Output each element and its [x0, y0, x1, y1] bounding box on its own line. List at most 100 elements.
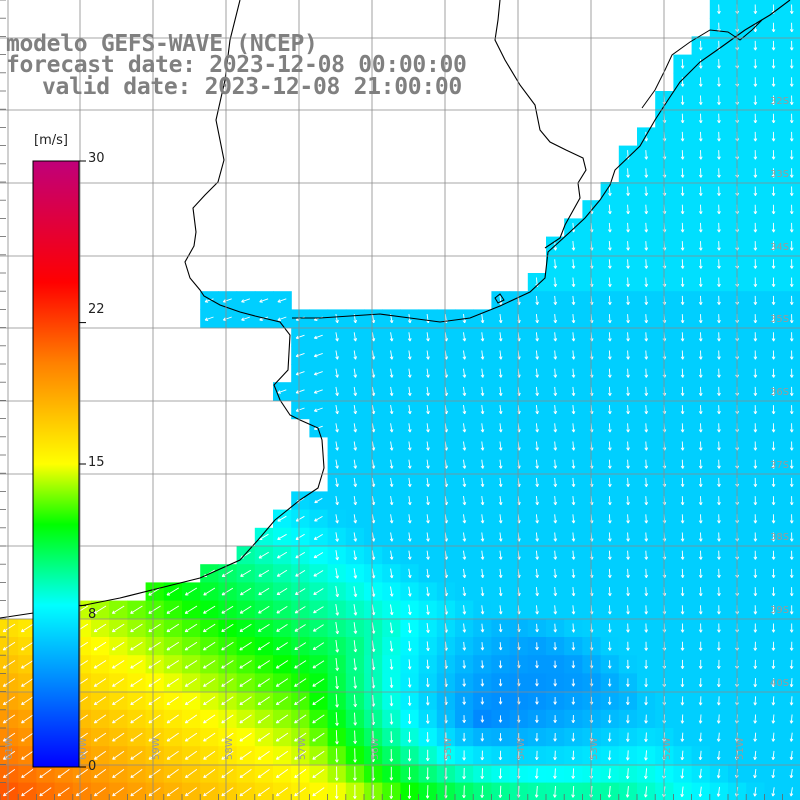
wind-arrow — [408, 622, 412, 634]
wind-arrow — [462, 368, 467, 378]
wind-arrow — [480, 660, 485, 669]
wind-arrow — [498, 496, 503, 506]
wind-arrow — [21, 696, 34, 706]
wind-arrow — [607, 750, 612, 761]
wind-arrow — [425, 714, 430, 724]
wind-arrow — [2, 787, 16, 797]
wind-arrow — [257, 714, 270, 724]
lon-label: 53W — [589, 737, 600, 760]
wind-arrow — [312, 660, 325, 669]
wind-arrow — [166, 750, 179, 760]
wind-arrow — [93, 660, 107, 669]
wind-arrow — [608, 623, 612, 633]
wind-arrow — [221, 750, 234, 760]
wind-arrow — [407, 405, 412, 415]
wind-arrow — [680, 59, 685, 69]
wind-arrow — [335, 441, 339, 451]
wind-arrow — [789, 77, 794, 87]
wind-arrow — [426, 696, 430, 706]
wind-arrow — [699, 186, 703, 196]
wind-arrow — [789, 496, 794, 506]
wind-arrow — [335, 621, 340, 635]
wind-arrow — [553, 532, 558, 542]
wind-arrow — [571, 660, 576, 669]
wind-arrow — [426, 496, 430, 506]
wind-arrow — [753, 605, 758, 615]
wind-arrow — [789, 241, 794, 251]
wind-arrow — [462, 696, 467, 705]
wind-arrow — [553, 568, 558, 578]
wind-arrow — [608, 405, 612, 415]
wind-arrow — [789, 659, 794, 669]
wind-arrow — [353, 604, 358, 616]
wind-arrow — [644, 532, 649, 542]
wind-arrow — [21, 787, 34, 797]
wind-arrow — [408, 604, 412, 615]
wind-arrow — [294, 787, 307, 797]
wind-arrow — [626, 368, 630, 378]
wind-arrow — [608, 332, 612, 342]
wind-arrow — [112, 750, 125, 760]
wind-arrow — [698, 386, 703, 396]
wind-arrow — [789, 168, 794, 178]
wind-arrow — [239, 605, 252, 614]
wind-arrow — [498, 568, 503, 578]
wind-arrow — [644, 659, 648, 669]
wind-arrow — [680, 405, 685, 415]
wind-arrow — [462, 678, 467, 687]
wind-arrow — [335, 676, 339, 690]
wind-arrow — [753, 696, 757, 706]
wind-arrow — [166, 587, 180, 596]
wind-arrow — [221, 569, 234, 577]
wind-arrow — [184, 787, 198, 797]
wind-arrow — [553, 496, 558, 506]
wind-arrow — [276, 642, 288, 651]
wind-arrow — [498, 532, 503, 542]
wind-arrow — [203, 678, 216, 687]
lat-label: 38S — [770, 532, 789, 543]
wind-arrow — [753, 550, 758, 560]
wind-arrow — [426, 641, 430, 652]
wind-arrow — [480, 623, 485, 633]
wind-arrow — [626, 386, 630, 396]
wind-arrow — [313, 552, 324, 559]
wind-arrow — [221, 714, 234, 724]
wind-arrow — [275, 678, 289, 687]
wind-arrow — [389, 514, 394, 524]
wind-arrow — [717, 368, 721, 378]
wind-arrow — [257, 660, 271, 669]
wind-arrow — [480, 423, 485, 433]
wind-arrow — [335, 496, 339, 506]
wind-arrow — [553, 477, 558, 487]
wind-arrow — [626, 423, 630, 433]
wind-arrow — [789, 386, 794, 396]
wind-arrow — [353, 459, 358, 469]
wind-arrow — [239, 732, 252, 742]
wind-arrow — [717, 295, 721, 305]
wind-arrow — [294, 624, 306, 632]
lon-label: 51W — [735, 737, 746, 760]
wind-arrow — [240, 587, 252, 596]
wind-arrow — [771, 605, 776, 615]
wind-arrow — [335, 332, 339, 342]
wind-arrow — [184, 678, 198, 687]
wind-arrow — [480, 496, 485, 506]
wind-arrow — [335, 386, 339, 396]
wind-arrow — [295, 552, 306, 559]
wind-arrow — [498, 678, 503, 687]
wind-arrow — [389, 568, 394, 579]
wind-arrow — [680, 314, 685, 324]
wind-arrow — [535, 350, 539, 360]
title-model: modelo GEFS-WAVE (NCEP) — [6, 31, 318, 57]
coastline — [0, 0, 791, 619]
wind-arrow — [353, 568, 358, 579]
wind-arrow — [553, 368, 558, 378]
wind-arrow — [112, 696, 125, 706]
wind-arrow — [789, 350, 794, 360]
wind-arrow — [571, 678, 576, 687]
wind-arrow — [148, 623, 161, 633]
wind-arrow — [771, 623, 776, 633]
wind-arrow — [717, 241, 721, 251]
wind-arrow — [789, 131, 794, 142]
